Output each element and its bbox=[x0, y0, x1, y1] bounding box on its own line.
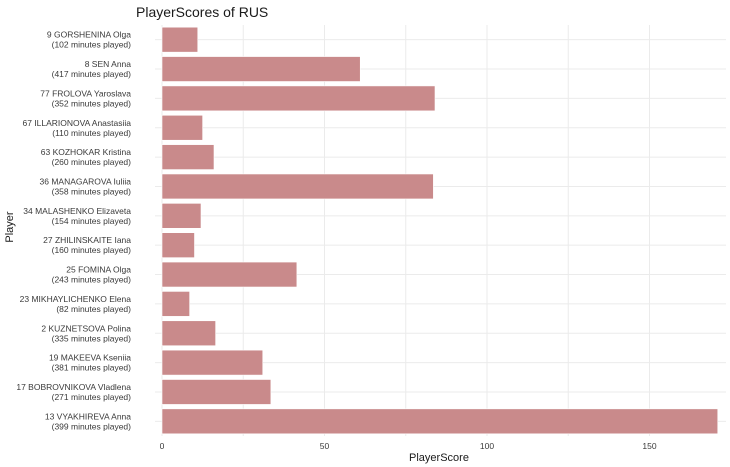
bar bbox=[161, 56, 361, 82]
bar bbox=[161, 26, 199, 53]
bar bbox=[161, 85, 436, 112]
bar bbox=[161, 349, 264, 376]
bar bbox=[161, 144, 215, 170]
y-tick-label-name: 9 GORSHENINA Olga bbox=[47, 30, 131, 40]
y-tick-label-minutes: (399 minutes played) bbox=[52, 421, 132, 431]
y-tick-label-name: 19 MAKEEVA Kseniia bbox=[49, 353, 131, 363]
y-tick-label-minutes: (154 minutes played) bbox=[52, 216, 132, 226]
bar bbox=[161, 291, 190, 317]
y-tick-label-minutes: (335 minutes played) bbox=[52, 333, 132, 343]
x-tick-label: 50 bbox=[320, 441, 330, 451]
y-axis-labels: 9 GORSHENINA Olga(102 minutes played) 8 S… bbox=[16, 30, 131, 432]
chart-title: PlayerScores of RUS bbox=[136, 4, 268, 20]
y-tick-label-minutes: (110 minutes played) bbox=[52, 128, 131, 138]
y-tick-label-minutes: (102 minutes played) bbox=[52, 40, 132, 50]
y-tick-label-name: 34 MALASHENKO Elizaveta bbox=[23, 206, 131, 216]
y-tick-label-name: 13 VYAKHIREVA Anna bbox=[45, 411, 131, 421]
y-tick-label-minutes: (381 minutes played) bbox=[52, 363, 132, 373]
grid bbox=[155, 25, 726, 436]
y-tick-label-name: 63 KOZHOKAR Kristina bbox=[41, 147, 131, 157]
x-tick-label: 150 bbox=[642, 441, 656, 451]
bar bbox=[161, 232, 195, 258]
y-tick-label-name: 77 FROLOVA Yaroslava bbox=[40, 88, 131, 98]
y-tick-label-name: 25 FOMINA Olga bbox=[66, 265, 131, 275]
x-axis-title: PlayerScore bbox=[409, 452, 469, 464]
x-tick-label: 100 bbox=[480, 441, 494, 451]
bar bbox=[161, 173, 434, 200]
y-tick-label-name: 27 ZHILINSKAITE Iana bbox=[43, 235, 131, 245]
y-tick-label-minutes: (82 minutes played) bbox=[56, 304, 131, 314]
y-tick-label-minutes: (417 minutes played) bbox=[52, 69, 132, 79]
y-tick-label-name: 36 MANAGAROVA Iuliia bbox=[40, 176, 132, 186]
bar bbox=[161, 114, 203, 141]
bar bbox=[161, 203, 202, 229]
bar bbox=[161, 379, 272, 405]
y-tick-label-name: 8 SEN Anna bbox=[85, 59, 132, 69]
y-axis-title: Player bbox=[4, 211, 16, 243]
bars bbox=[161, 26, 719, 435]
y-tick-label-name: 23 MIKHAYLICHENKO Elena bbox=[20, 294, 132, 304]
y-tick-label-minutes: (260 minutes played) bbox=[52, 157, 132, 167]
x-axis-ticks: 0 50 100 150 bbox=[160, 441, 657, 451]
bar bbox=[161, 320, 216, 347]
x-tick-label: 0 bbox=[160, 441, 165, 451]
y-tick-label-name: 2 KUZNETSOVA Polina bbox=[41, 323, 131, 333]
bar bbox=[161, 261, 298, 288]
y-tick-label-minutes: (243 minutes played) bbox=[52, 275, 132, 285]
y-tick-label-minutes: (160 minutes played) bbox=[52, 245, 132, 255]
bar bbox=[161, 408, 719, 435]
y-tick-label-name: 67 ILLARIONOVA Anastasiia bbox=[22, 118, 131, 128]
y-tick-label-minutes: (352 minutes played) bbox=[52, 98, 132, 108]
y-tick-label-name: 17 BOBROVNIKOVA Vladlena bbox=[16, 382, 131, 392]
y-tick-label-minutes: (358 minutes played) bbox=[52, 186, 132, 196]
y-tick-label-minutes: (271 minutes played) bbox=[52, 392, 132, 402]
